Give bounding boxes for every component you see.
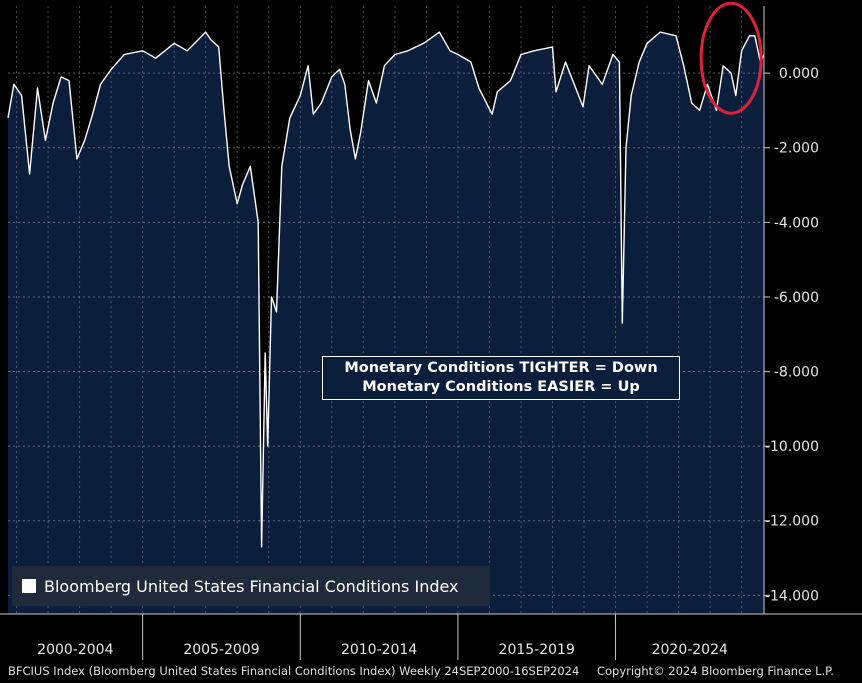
annotation-box: Monetary Conditions TIGHTER = Down Monet… — [322, 356, 680, 400]
footer-source: BFCIUS Index (Bloomberg United States Fi… — [8, 664, 580, 678]
y-tick-label: -10.000 — [765, 439, 819, 455]
x-tick-label: 2010-2014 — [341, 642, 417, 658]
footer-copyright: Copyright© 2024 Bloomberg Finance L.P. — [596, 664, 834, 678]
line-layer — [7, 31, 765, 548]
series-line — [7, 31, 765, 548]
highlight-layer — [699, 1, 763, 115]
x-tick-label: 2000-2004 — [37, 642, 113, 658]
legend: Bloomberg United States Financial Condit… — [12, 566, 490, 606]
annotation-line-1: Monetary Conditions TIGHTER = Down — [344, 360, 658, 376]
annotation-line-2: Monetary Conditions EASIER = Up — [362, 379, 640, 395]
area-layer — [8, 32, 764, 615]
y-tick-label: -12.000 — [765, 514, 819, 530]
x-tick-label: 2005-2009 — [183, 642, 259, 658]
x-tick-label: 2015-2019 — [499, 642, 575, 658]
y-tick-label: -2.000 — [774, 141, 819, 157]
grid-layer — [8, 6, 764, 614]
y-tick-label: -8.000 — [774, 365, 819, 381]
legend-swatch — [22, 579, 36, 593]
y-axis: 0.000 -2.000 -4.000 -6.000 -8.000 -10.000 -12.… — [763, 6, 819, 614]
highlight-ellipse — [699, 1, 763, 115]
x-axis: 2000-2004 2005-2009 2010-2014 2015-2019 2020… — [0, 613, 862, 660]
y-tick-label: -6.000 — [774, 290, 819, 306]
legend-label: Bloomberg United States Financial Condit… — [44, 576, 459, 596]
x-tick-label: 2020-2024 — [652, 642, 728, 658]
y-tick-label: -14.000 — [765, 588, 819, 604]
y-tick-label: -4.000 — [774, 215, 819, 231]
chart-svg: 0.000 -2.000 -4.000 -6.000 -8.000 -10.000 -12.… — [0, 1, 862, 660]
series-area — [8, 32, 764, 615]
footer: BFCIUS Index (Bloomberg United States Fi… — [0, 660, 862, 683]
y-tick-label: 0.000 — [779, 66, 819, 82]
